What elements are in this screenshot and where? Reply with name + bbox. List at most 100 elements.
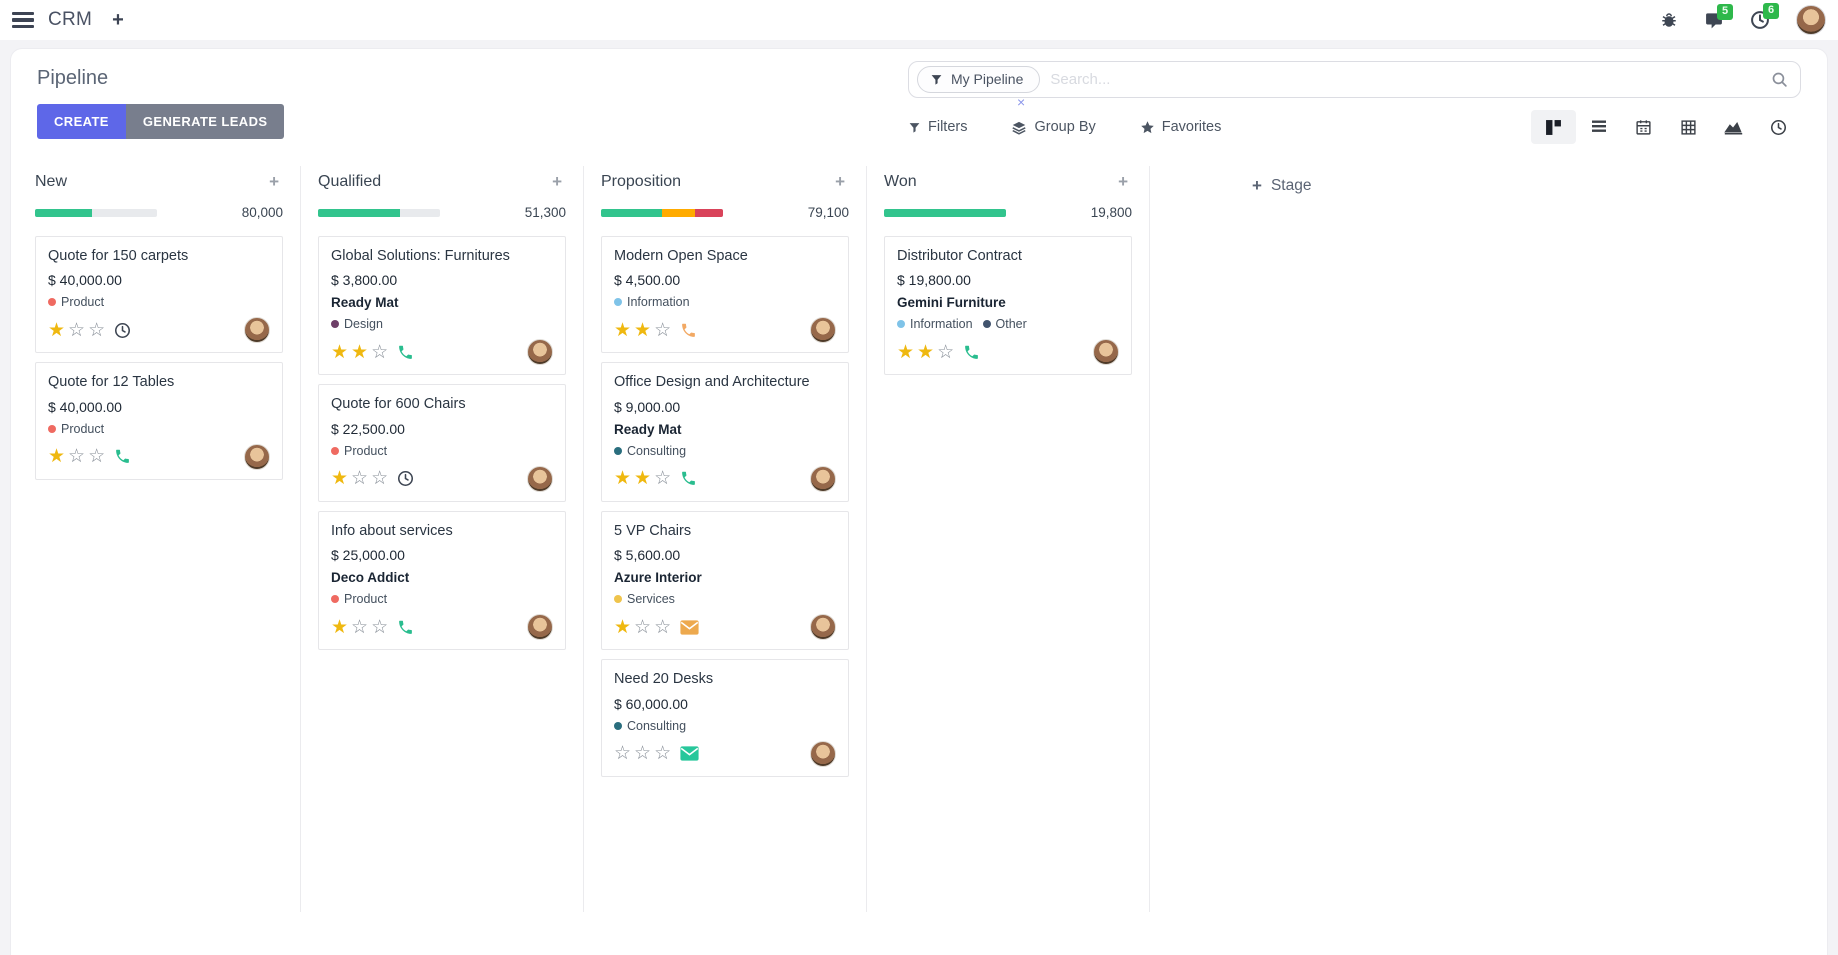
opportunity-card[interactable]: Distributor Contract $ 19,800.00 Gemini …	[884, 236, 1132, 376]
star-empty-icon[interactable]: ☆	[634, 743, 652, 765]
search-bar[interactable]: My Pipeline ×	[908, 61, 1801, 110]
card-star-rating[interactable]: ★ ☆ ☆	[331, 469, 388, 488]
opportunity-card[interactable]: Global Solutions: Furnitures $ 3,800.00 …	[318, 236, 566, 376]
star-empty-icon[interactable]: ☆	[371, 341, 389, 363]
phone-activity-icon[interactable]	[397, 344, 414, 361]
envelope-activity-icon[interactable]	[680, 620, 699, 635]
star-empty-icon[interactable]: ☆	[937, 341, 955, 363]
star-filled-icon[interactable]: ★	[634, 468, 652, 490]
apps-menu-icon[interactable]	[12, 12, 34, 28]
phone-activity-icon[interactable]	[963, 344, 980, 361]
card-star-rating[interactable]: ★ ☆ ☆	[331, 618, 388, 637]
card-star-rating[interactable]: ☆ ☆ ☆	[614, 744, 671, 763]
card-title[interactable]: Quote for 12 Tables	[48, 374, 175, 391]
column-add-icon[interactable]: +	[552, 172, 562, 191]
progress-segment[interactable]	[318, 208, 400, 217]
calendar-view-icon[interactable]	[1621, 110, 1666, 144]
star-empty-icon[interactable]: ☆	[634, 616, 652, 638]
pivot-view-icon[interactable]	[1666, 110, 1711, 144]
salesperson-avatar[interactable]	[1093, 339, 1119, 366]
star-empty-icon[interactable]: ☆	[371, 468, 389, 490]
column-add-icon[interactable]: +	[1118, 172, 1128, 191]
salesperson-avatar[interactable]	[527, 465, 553, 492]
progress-segment[interactable]	[694, 208, 723, 217]
phone-activity-icon[interactable]	[114, 448, 131, 465]
clock-activity-icon[interactable]	[397, 470, 414, 487]
progress-segment[interactable]	[884, 208, 1006, 217]
star-empty-icon[interactable]: ☆	[614, 743, 632, 765]
star-filled-icon[interactable]: ★	[897, 341, 915, 363]
salesperson-avatar[interactable]	[244, 317, 270, 344]
column-add-icon[interactable]: +	[269, 172, 279, 191]
group-by-button[interactable]: Group By	[1011, 119, 1096, 135]
graph-view-icon[interactable]	[1711, 110, 1756, 144]
search-icon[interactable]	[1771, 71, 1788, 88]
salesperson-avatar[interactable]	[810, 465, 836, 492]
star-empty-icon[interactable]: ☆	[68, 446, 86, 468]
star-empty-icon[interactable]: ☆	[654, 319, 672, 341]
card-star-rating[interactable]: ★ ★ ☆	[614, 469, 671, 488]
generate-leads-button[interactable]: GENERATE LEADS	[125, 104, 285, 139]
star-empty-icon[interactable]: ☆	[371, 616, 389, 638]
opportunity-card[interactable]: Quote for 12 Tables $ 40,000.00 Product …	[35, 362, 283, 480]
opportunity-card[interactable]: Office Design and Architecture $ 9,000.0…	[601, 362, 849, 502]
star-filled-icon[interactable]: ★	[614, 319, 632, 341]
star-filled-icon[interactable]: ★	[48, 446, 66, 468]
card-title[interactable]: 5 VP Chairs	[614, 522, 692, 539]
salesperson-avatar[interactable]	[810, 740, 836, 767]
activities-clock-icon[interactable]: 6	[1750, 3, 1780, 30]
star-empty-icon[interactable]: ☆	[351, 468, 369, 490]
clock-activity-icon[interactable]	[114, 322, 131, 339]
card-star-rating[interactable]: ★ ★ ☆	[897, 343, 954, 362]
opportunity-card[interactable]: Quote for 150 carpets $ 40,000.00 Produc…	[35, 236, 283, 354]
search-input[interactable]	[1040, 71, 1771, 88]
card-star-rating[interactable]: ★ ★ ☆	[331, 343, 388, 362]
column-title[interactable]: Won	[884, 173, 917, 190]
star-filled-icon[interactable]: ★	[351, 341, 369, 363]
card-title[interactable]: Quote for 150 carpets	[48, 248, 189, 264]
star-empty-icon[interactable]: ☆	[68, 319, 86, 341]
star-filled-icon[interactable]: ★	[634, 319, 652, 341]
card-title[interactable]: Office Design and Architecture	[614, 374, 810, 391]
opportunity-card[interactable]: Modern Open Space $ 4,500.00 Information…	[601, 236, 849, 354]
app-name[interactable]: CRM	[48, 9, 93, 30]
opportunity-card[interactable]: Quote for 600 Chairs $ 22,500.00 Product…	[318, 384, 566, 502]
star-filled-icon[interactable]: ★	[614, 468, 632, 490]
salesperson-avatar[interactable]	[527, 339, 553, 366]
star-empty-icon[interactable]: ☆	[654, 616, 672, 638]
star-empty-icon[interactable]: ☆	[88, 319, 106, 341]
progress-segment[interactable]	[601, 208, 662, 217]
phone-activity-icon[interactable]	[397, 619, 414, 636]
add-tab-icon[interactable]: +	[112, 8, 124, 31]
envelope-activity-icon[interactable]	[680, 746, 699, 761]
create-button[interactable]: CREATE	[37, 104, 126, 139]
messages-icon[interactable]: 5	[1704, 3, 1734, 30]
card-title[interactable]: Info about services	[331, 522, 453, 539]
card-title[interactable]: Need 20 Desks	[614, 671, 714, 688]
kanban-view-icon[interactable]	[1531, 110, 1576, 144]
star-filled-icon[interactable]: ★	[614, 616, 632, 638]
column-progressbar[interactable]	[318, 208, 440, 217]
salesperson-avatar[interactable]	[810, 317, 836, 344]
progress-segment[interactable]	[35, 208, 93, 217]
column-progressbar[interactable]	[35, 208, 157, 217]
star-filled-icon[interactable]: ★	[331, 616, 349, 638]
activity-view-icon[interactable]	[1756, 110, 1801, 144]
column-progressbar[interactable]	[601, 208, 723, 217]
column-progressbar[interactable]	[884, 208, 1006, 217]
card-star-rating[interactable]: ★ ★ ☆	[614, 321, 671, 340]
facet-remove-icon[interactable]: ×	[1017, 94, 1026, 110]
list-view-icon[interactable]	[1576, 110, 1621, 144]
favorites-button[interactable]: Favorites	[1140, 119, 1221, 135]
salesperson-avatar[interactable]	[810, 614, 836, 641]
salesperson-avatar[interactable]	[244, 443, 270, 470]
progress-segment[interactable]	[662, 208, 695, 217]
star-empty-icon[interactable]: ☆	[654, 468, 672, 490]
star-empty-icon[interactable]: ☆	[88, 446, 106, 468]
column-add-icon[interactable]: +	[835, 172, 845, 191]
salesperson-avatar[interactable]	[527, 614, 553, 641]
star-empty-icon[interactable]: ☆	[351, 616, 369, 638]
star-filled-icon[interactable]: ★	[331, 341, 349, 363]
column-title[interactable]: Qualified	[318, 173, 382, 190]
card-title[interactable]: Distributor Contract	[897, 248, 1022, 264]
